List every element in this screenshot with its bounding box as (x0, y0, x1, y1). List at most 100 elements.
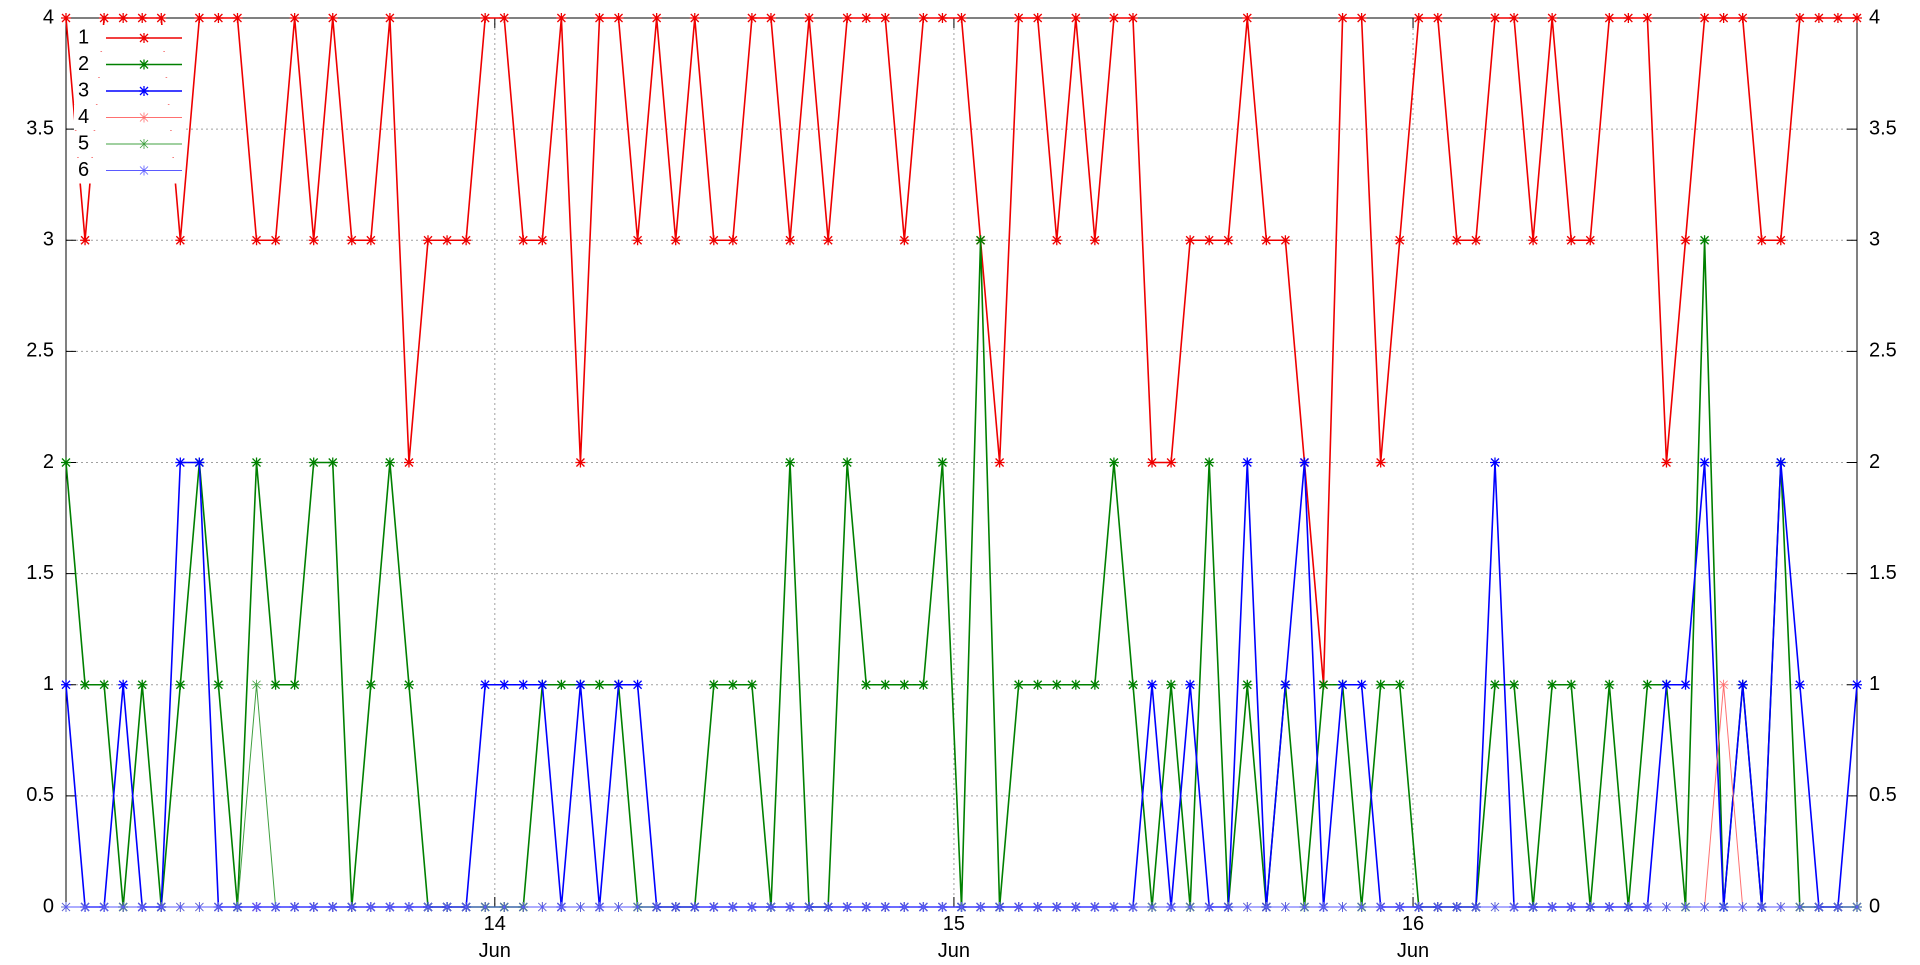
point-marker (1623, 13, 1634, 23)
point-marker (1585, 902, 1596, 912)
point-marker (632, 902, 643, 912)
y2-tick-label: 1 (1869, 673, 1880, 695)
point-marker (1242, 13, 1253, 23)
point-marker (1166, 902, 1177, 912)
point-marker (384, 13, 395, 23)
point-marker (1737, 13, 1748, 23)
point-marker (289, 902, 300, 912)
point-marker (1051, 902, 1062, 912)
point-marker (99, 902, 110, 912)
point-marker (670, 235, 681, 246)
point-marker (670, 902, 681, 912)
point-marker (423, 902, 434, 912)
point-marker (1451, 235, 1462, 246)
point-marker (461, 235, 472, 246)
point-marker (213, 902, 224, 912)
point-marker (1718, 902, 1729, 912)
point-marker (480, 13, 491, 23)
point-marker (1470, 902, 1481, 912)
legend-marker (139, 112, 149, 123)
point-marker (118, 13, 129, 23)
point-marker (1280, 902, 1291, 912)
point-marker (842, 902, 853, 912)
point-marker (518, 235, 529, 246)
y-tick-label: 1 (43, 673, 54, 695)
point-marker (556, 679, 567, 690)
point-marker (1813, 13, 1824, 23)
point-marker (1775, 457, 1786, 468)
point-marker (442, 235, 453, 246)
point-marker (823, 902, 834, 912)
point-marker (823, 235, 834, 246)
point-marker (746, 902, 757, 912)
legend-label: 4 (78, 106, 89, 128)
point-marker (1794, 679, 1805, 690)
point-marker (975, 902, 986, 912)
legend-label: 1 (78, 26, 89, 48)
point-marker (575, 902, 586, 912)
y-tick-label: 2 (43, 451, 54, 473)
point-marker (1699, 235, 1710, 246)
point-marker (651, 13, 662, 23)
point-marker (156, 902, 167, 912)
point-marker (1699, 902, 1710, 912)
point-marker (1642, 902, 1653, 912)
point-marker (1013, 902, 1024, 912)
point-marker (937, 13, 948, 23)
point-marker (594, 679, 605, 690)
point-marker (403, 679, 414, 690)
point-marker (1604, 679, 1615, 690)
point-marker (537, 902, 548, 912)
point-marker (1680, 235, 1691, 246)
point-marker (289, 679, 300, 690)
legend-label: 2 (78, 53, 89, 75)
point-marker (270, 679, 281, 690)
point-marker (956, 13, 967, 23)
y2-tick-label: 3.5 (1869, 117, 1897, 139)
point-marker (689, 13, 700, 23)
point-marker (765, 902, 776, 912)
point-marker (1394, 902, 1405, 912)
point-marker (1356, 679, 1367, 690)
point-marker (1032, 13, 1043, 23)
point-marker (1337, 13, 1348, 23)
point-marker (1356, 902, 1367, 912)
point-marker (80, 679, 91, 690)
y-tick-label: 4 (43, 6, 54, 28)
point-marker (423, 235, 434, 246)
point-marker (537, 679, 548, 690)
point-marker (251, 679, 262, 690)
point-marker (1070, 13, 1081, 23)
point-marker (575, 679, 586, 690)
point-marker (594, 13, 605, 23)
point-marker (594, 902, 605, 912)
point-marker (175, 679, 186, 690)
point-marker (1185, 679, 1196, 690)
point-marker (1051, 235, 1062, 246)
point-marker (461, 902, 472, 912)
point-marker (1280, 679, 1291, 690)
point-marker (1070, 679, 1081, 690)
point-marker (327, 457, 338, 468)
point-marker (1566, 235, 1577, 246)
point-marker (346, 235, 357, 246)
point-marker (1756, 235, 1767, 246)
point-marker (346, 902, 357, 912)
point-marker (1489, 902, 1500, 912)
point-marker (1242, 902, 1253, 912)
point-marker (61, 679, 71, 690)
point-marker (1280, 235, 1291, 246)
point-marker (1832, 902, 1843, 912)
point-marker (1394, 235, 1405, 246)
point-marker (1642, 13, 1653, 23)
point-marker (1337, 679, 1348, 690)
point-marker (1489, 457, 1500, 468)
point-marker (1223, 902, 1234, 912)
point-marker (1566, 902, 1577, 912)
point-marker (1756, 902, 1767, 912)
point-marker (1680, 679, 1691, 690)
point-marker (442, 902, 453, 912)
point-marker (1470, 235, 1481, 246)
